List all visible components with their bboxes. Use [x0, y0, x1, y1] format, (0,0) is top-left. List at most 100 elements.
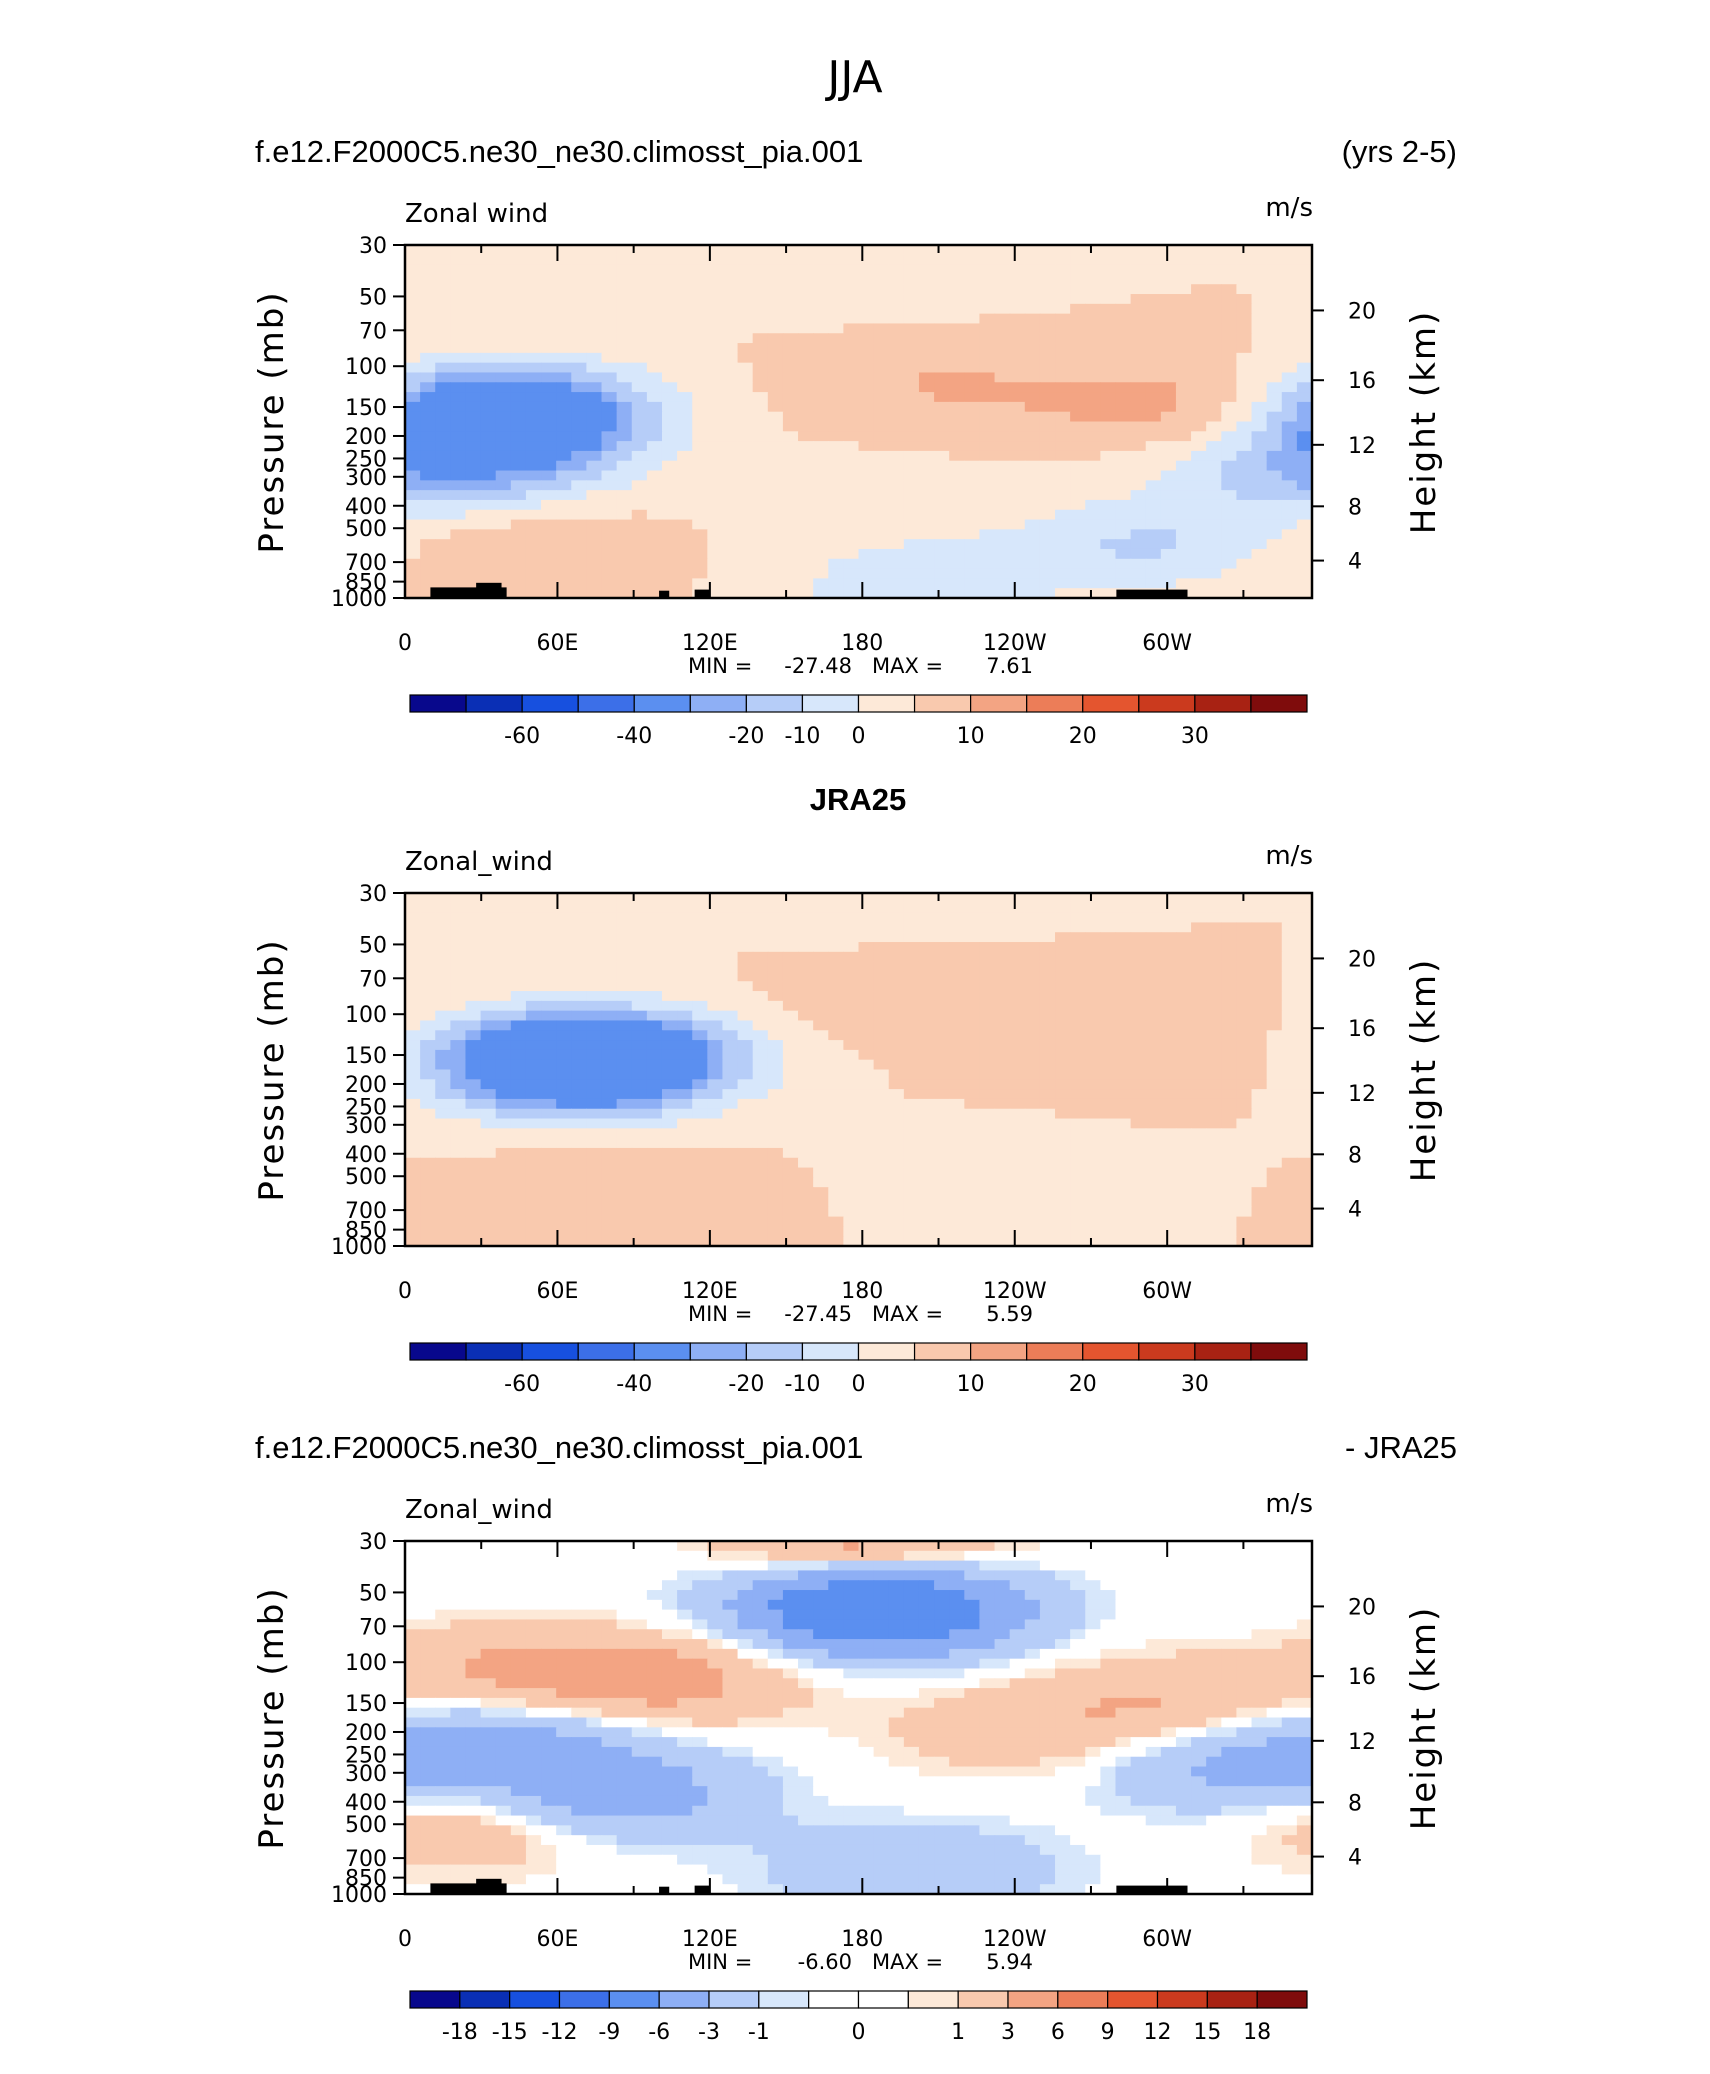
field-cell [510, 539, 527, 550]
field-cell [798, 1128, 814, 1139]
field-cell [813, 254, 829, 266]
field-cell [510, 1079, 527, 1090]
field-cell [994, 1560, 1011, 1572]
field-cell [1281, 254, 1298, 266]
field-cell [1039, 981, 1056, 992]
field-cell [903, 401, 920, 413]
field-cell [1085, 382, 1101, 393]
field-cell [420, 1147, 436, 1159]
field-cell [1130, 971, 1147, 982]
field-cell [934, 274, 950, 285]
field-cell [1085, 284, 1101, 295]
field-cell [1296, 951, 1313, 963]
field-cell [873, 333, 890, 344]
field-cell [571, 981, 587, 992]
field-cell [994, 578, 1011, 589]
field-cell [888, 942, 905, 953]
field-cell [1115, 284, 1132, 295]
field-cell [631, 1010, 648, 1022]
field-cell [601, 912, 618, 924]
field-cell [949, 392, 965, 403]
field-cell [661, 401, 678, 413]
field-cell [571, 460, 587, 472]
field-cell [420, 539, 436, 550]
field-cell [631, 991, 648, 1002]
field-cell [828, 509, 844, 521]
field-cell [1039, 1089, 1056, 1100]
field-cell [1160, 1560, 1177, 1572]
field-cell [1009, 1079, 1026, 1090]
field-cell [949, 352, 965, 364]
field-cell [994, 421, 1011, 432]
field-cell [903, 1196, 920, 1208]
field-cell [1115, 1580, 1132, 1591]
field-cell [1070, 441, 1086, 452]
field-cell [586, 372, 603, 383]
field-cell [903, 362, 920, 374]
field-cell [1281, 1089, 1298, 1100]
colorbar-swatch [913, 1342, 972, 1361]
field-cell [495, 1157, 512, 1169]
field-cell [1130, 1098, 1147, 1110]
field-cell [994, 254, 1011, 266]
field-cell [1236, 392, 1253, 403]
field-cell [450, 392, 467, 403]
field-cell [571, 1000, 587, 1012]
field-cell [420, 568, 436, 579]
panel-header-center: JRA25 [810, 782, 907, 817]
field-cell [888, 1226, 905, 1237]
x-tick-label: 60E [536, 1279, 578, 1304]
field-cell [465, 421, 482, 432]
field-cell [601, 480, 618, 491]
field-cell [979, 480, 996, 491]
field-cell [661, 1049, 678, 1061]
field-cell [510, 245, 527, 256]
field-cell [1085, 1000, 1101, 1012]
field-cell [828, 460, 844, 472]
field-cell [707, 1020, 724, 1031]
field-cell [571, 519, 587, 530]
field-cell [1266, 529, 1283, 540]
field-cell [495, 902, 512, 914]
field-cell [1070, 1196, 1086, 1208]
field-cell [858, 1157, 875, 1169]
field-cell [843, 401, 860, 413]
field-cell [934, 912, 950, 924]
field-cell [1130, 1030, 1147, 1041]
field-cell [1296, 1020, 1313, 1031]
min-label: MIN = [688, 654, 752, 678]
field-cell [1130, 401, 1147, 413]
field-cell [405, 1560, 421, 1572]
field-cell [1145, 303, 1162, 315]
field-cell [798, 893, 814, 904]
field-cell [1296, 294, 1313, 305]
field-cell [707, 1049, 724, 1061]
field-cell [1009, 1069, 1026, 1080]
field-cell [1055, 1108, 1071, 1120]
field-cell [918, 578, 935, 589]
field-cell [1055, 333, 1071, 344]
field-cell [813, 1000, 829, 1012]
field-cell [510, 529, 527, 540]
field-cell [661, 509, 678, 521]
field-cell [798, 1236, 814, 1247]
field-cell [556, 1167, 572, 1178]
field-cell [752, 1108, 769, 1120]
field-cell [1039, 548, 1056, 560]
field-cell [646, 991, 663, 1002]
field-cell [934, 951, 950, 963]
field-cell [586, 1580, 603, 1591]
field-cell [631, 362, 648, 374]
field-cell [843, 460, 860, 472]
field-cell [495, 1216, 512, 1227]
field-cell [465, 401, 482, 413]
field-cell [1130, 1580, 1147, 1591]
field-cell [1160, 1089, 1177, 1100]
field-cell [1100, 1098, 1117, 1110]
field-cell [1115, 942, 1132, 953]
field-cell [1115, 578, 1132, 589]
field-cell [979, 529, 996, 540]
field-cell [782, 1196, 799, 1208]
field-cell [1145, 902, 1162, 914]
field-cell [646, 961, 663, 973]
